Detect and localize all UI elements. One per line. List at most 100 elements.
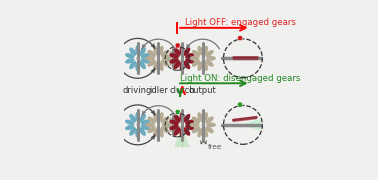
Ellipse shape — [135, 45, 140, 55]
Ellipse shape — [189, 56, 199, 61]
Ellipse shape — [203, 112, 208, 122]
Ellipse shape — [185, 120, 195, 125]
Ellipse shape — [169, 58, 179, 64]
Ellipse shape — [147, 50, 156, 57]
Ellipse shape — [203, 128, 208, 138]
Ellipse shape — [185, 58, 195, 64]
Ellipse shape — [206, 122, 216, 127]
Ellipse shape — [139, 47, 146, 56]
Ellipse shape — [129, 47, 136, 56]
Ellipse shape — [161, 116, 169, 123]
Ellipse shape — [169, 53, 179, 58]
Ellipse shape — [153, 112, 158, 122]
Ellipse shape — [205, 116, 214, 123]
Text: output: output — [189, 86, 217, 95]
Ellipse shape — [125, 125, 135, 130]
Ellipse shape — [185, 53, 195, 58]
Ellipse shape — [185, 125, 195, 130]
Ellipse shape — [139, 127, 146, 136]
Ellipse shape — [169, 120, 179, 125]
Ellipse shape — [175, 55, 181, 58]
Ellipse shape — [174, 60, 177, 66]
Ellipse shape — [125, 120, 135, 125]
Ellipse shape — [183, 127, 190, 136]
Text: clutch: clutch — [169, 86, 195, 95]
Ellipse shape — [180, 62, 184, 72]
Ellipse shape — [197, 112, 203, 122]
Ellipse shape — [169, 127, 173, 132]
Ellipse shape — [158, 61, 164, 71]
Ellipse shape — [135, 62, 140, 72]
Circle shape — [181, 124, 183, 126]
Ellipse shape — [166, 55, 171, 58]
Circle shape — [136, 124, 139, 126]
Circle shape — [201, 57, 204, 60]
Ellipse shape — [139, 61, 146, 69]
Ellipse shape — [129, 61, 136, 69]
Ellipse shape — [174, 61, 181, 69]
Ellipse shape — [166, 125, 171, 129]
Ellipse shape — [145, 56, 155, 61]
FancyBboxPatch shape — [176, 111, 180, 114]
Ellipse shape — [174, 114, 181, 122]
Circle shape — [157, 57, 160, 60]
FancyBboxPatch shape — [238, 104, 242, 107]
Wedge shape — [242, 119, 261, 131]
Circle shape — [172, 58, 174, 59]
Ellipse shape — [197, 46, 203, 55]
Text: idler: idler — [149, 86, 168, 95]
Ellipse shape — [166, 121, 171, 125]
Ellipse shape — [197, 61, 203, 71]
Ellipse shape — [174, 127, 181, 136]
Ellipse shape — [183, 61, 190, 69]
Ellipse shape — [153, 61, 158, 71]
Polygon shape — [174, 126, 189, 147]
Ellipse shape — [192, 116, 200, 123]
Ellipse shape — [192, 50, 200, 57]
Ellipse shape — [180, 112, 184, 122]
Circle shape — [157, 124, 160, 126]
Ellipse shape — [141, 125, 150, 130]
Text: Light ON: disengaged gears: Light ON: disengaged gears — [180, 74, 300, 83]
Ellipse shape — [183, 114, 190, 122]
Ellipse shape — [174, 118, 177, 123]
Ellipse shape — [147, 60, 156, 67]
Ellipse shape — [162, 56, 172, 61]
Ellipse shape — [129, 127, 136, 136]
Ellipse shape — [158, 46, 164, 55]
Ellipse shape — [205, 50, 214, 57]
Ellipse shape — [174, 127, 177, 132]
Ellipse shape — [147, 116, 156, 123]
Ellipse shape — [125, 53, 135, 58]
Ellipse shape — [158, 112, 164, 122]
Ellipse shape — [141, 58, 150, 64]
Ellipse shape — [153, 128, 158, 138]
Ellipse shape — [175, 121, 181, 125]
Text: free: free — [208, 144, 222, 150]
Ellipse shape — [189, 122, 199, 127]
Ellipse shape — [135, 128, 140, 138]
Ellipse shape — [162, 122, 172, 127]
Ellipse shape — [166, 58, 171, 62]
Ellipse shape — [203, 46, 208, 55]
Ellipse shape — [153, 46, 158, 55]
Ellipse shape — [169, 118, 173, 123]
Text: driving: driving — [123, 86, 152, 95]
Ellipse shape — [180, 45, 184, 55]
Text: Light OFF: engaged gears: Light OFF: engaged gears — [186, 18, 296, 27]
Ellipse shape — [183, 47, 190, 56]
Ellipse shape — [141, 53, 150, 58]
Circle shape — [201, 124, 204, 126]
Ellipse shape — [175, 125, 181, 129]
Ellipse shape — [169, 51, 173, 57]
Ellipse shape — [205, 60, 214, 67]
Ellipse shape — [145, 122, 155, 127]
Ellipse shape — [192, 60, 200, 67]
Ellipse shape — [161, 60, 169, 67]
Ellipse shape — [169, 125, 179, 130]
Ellipse shape — [203, 61, 208, 71]
Ellipse shape — [192, 126, 200, 133]
Ellipse shape — [175, 58, 181, 62]
Ellipse shape — [158, 128, 164, 138]
Ellipse shape — [161, 126, 169, 133]
